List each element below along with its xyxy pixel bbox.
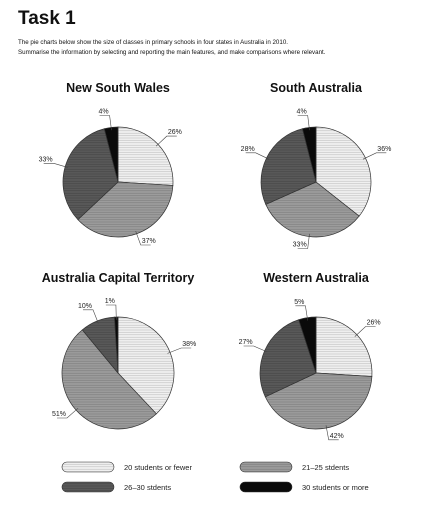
leader-line — [297, 115, 310, 131]
task-instructions: The pie charts below show the size of cl… — [18, 38, 413, 57]
leader-line — [243, 345, 268, 353]
data-label: 33% — [293, 241, 307, 248]
leader-line — [297, 233, 310, 249]
legend-item: 26–30 stdents — [61, 481, 171, 493]
data-label: 1% — [105, 298, 115, 305]
leader-line — [362, 152, 387, 160]
data-label: 33% — [39, 156, 53, 163]
legend-swatch — [61, 481, 115, 493]
instruction-line-1: The pie charts below show the size of cl… — [18, 39, 288, 46]
chart-title: Western Australia — [263, 271, 370, 285]
page-title: Task 1 — [18, 8, 76, 29]
data-label: 4% — [98, 109, 108, 116]
leader-line — [354, 326, 376, 337]
data-label: 5% — [294, 299, 304, 306]
data-label: 27% — [239, 339, 253, 346]
legend-swatch — [61, 461, 115, 473]
data-label: 26% — [168, 129, 182, 136]
pie-chart-2: South Australia 36% 33% 28% 4% — [241, 81, 391, 249]
data-label: 37% — [142, 238, 156, 245]
leader-line — [83, 309, 99, 324]
chart-title: South Australia — [270, 81, 363, 95]
chart-title: New South Wales — [66, 81, 170, 95]
legend-label: 21–25 stdents — [302, 463, 349, 472]
leader-line — [43, 163, 68, 168]
data-label: 4% — [297, 109, 307, 116]
pie-chart-3: Australia Capital Territory 38% 51% 10% 1% — [42, 271, 196, 430]
instruction-line-2: Summarise the information by selecting a… — [18, 48, 326, 56]
legend-label: 20 students or fewer — [124, 463, 192, 472]
data-label: 28% — [241, 146, 255, 153]
leader-line — [325, 425, 339, 441]
leader-line — [135, 231, 151, 246]
legend: 20 students or fewer 21–25 stdents 26–30 s… — [61, 461, 369, 493]
legend-label: 30 students or more — [302, 483, 369, 492]
pie-chart-4: Western Australia 26% 42% 27% 5% — [239, 271, 381, 441]
leader-line — [99, 115, 112, 131]
data-label: 36% — [377, 146, 391, 153]
data-label: 38% — [182, 341, 196, 348]
data-label: 10% — [78, 303, 92, 310]
pie-slice — [315, 316, 373, 377]
leader-line — [57, 407, 79, 419]
legend-swatch — [239, 461, 293, 473]
leader-line — [167, 347, 192, 354]
data-label: 42% — [330, 433, 344, 440]
legend-item: 30 students or more — [239, 481, 369, 493]
data-label: 26% — [367, 319, 381, 326]
leader-line — [155, 135, 177, 147]
chart-title: Australia Capital Territory — [42, 271, 195, 285]
pie-chart-1: New South Wales 26% 37% 33% 4% — [39, 81, 182, 246]
legend-swatch — [239, 481, 293, 493]
leader-line — [295, 305, 308, 321]
legend-label: 26–30 stdents — [124, 483, 171, 492]
legend-item: 20 students or fewer — [61, 461, 192, 473]
legend-item: 21–25 stdents — [239, 461, 349, 473]
leader-line — [105, 304, 117, 320]
data-label: 51% — [52, 411, 66, 418]
pie-slice — [117, 126, 174, 186]
leader-line — [245, 152, 270, 160]
